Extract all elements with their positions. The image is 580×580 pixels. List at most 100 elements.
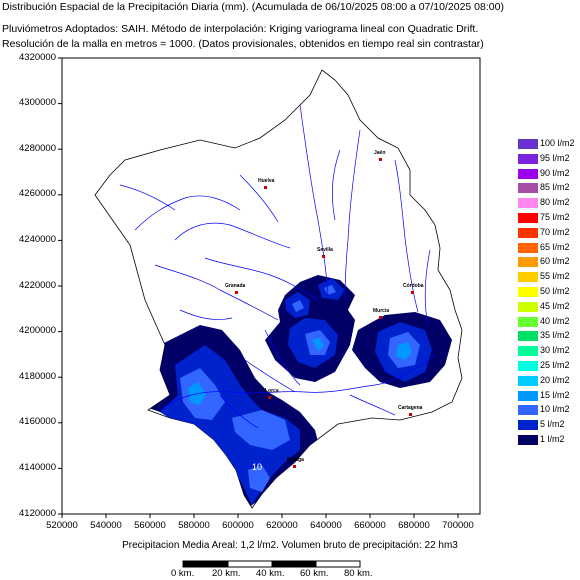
grid-resolution-note: Resolución de la malla en metros = 1000.… xyxy=(2,38,484,50)
legend-swatch xyxy=(518,168,538,179)
legend-label: 30 l/m2 xyxy=(540,345,570,356)
scale-label: 0 km. xyxy=(171,568,195,579)
legend-label: 5 l/m2 xyxy=(540,419,565,430)
axis-ticks xyxy=(58,57,459,518)
legend-label: 55 l/m2 xyxy=(540,271,570,282)
x-tick-label: 680000 xyxy=(398,520,430,531)
map-title: Distribución Espacial de la Precipitació… xyxy=(2,1,504,13)
y-tick-label: 4120000 xyxy=(19,508,56,519)
scale-label: 40 km. xyxy=(256,568,285,579)
legend-swatch xyxy=(518,361,538,371)
city-label: Cartagena xyxy=(398,405,423,411)
legend-swatch xyxy=(518,257,538,268)
legend-label: 70 l/m2 xyxy=(540,226,570,237)
legend-label: 85 l/m2 xyxy=(540,182,570,193)
y-tick-label: 4320000 xyxy=(19,52,56,63)
legend-entry: 80 l/m2 xyxy=(518,197,580,209)
legend-entry: 15 l/m2 xyxy=(518,390,580,402)
legend-entry: 35 l/m2 xyxy=(518,330,580,342)
legend-entry: 65 l/m2 xyxy=(518,242,580,254)
scale-bar xyxy=(182,560,361,568)
city-label: Córdoba xyxy=(403,283,424,289)
legend-swatch xyxy=(518,331,538,342)
legend-label: 95 l/m2 xyxy=(540,152,570,163)
legend-swatch xyxy=(518,435,538,445)
legend-swatch xyxy=(518,316,538,327)
legend-label: 20 l/m2 xyxy=(540,374,570,385)
x-tick-label: 580000 xyxy=(178,520,210,531)
y-tick-label: 4220000 xyxy=(19,280,56,291)
legend-swatch xyxy=(518,405,538,416)
city-label: Huelva xyxy=(258,178,275,184)
x-tick-label: 660000 xyxy=(354,520,386,531)
legend-entry: 45 l/m2 xyxy=(518,301,580,313)
city-label: Granada xyxy=(225,283,246,289)
legend-swatch xyxy=(518,153,538,164)
legend-label: 25 l/m2 xyxy=(540,360,570,370)
city-markers xyxy=(235,158,414,468)
legend-entry: 100 l/m2 xyxy=(518,138,580,150)
city-label: Málaga xyxy=(287,457,304,463)
legend-label: 35 l/m2 xyxy=(540,330,570,341)
x-tick-label: 620000 xyxy=(266,520,298,531)
contour-label: 10 xyxy=(252,462,263,472)
legend-label: 1 l/m2 xyxy=(540,434,565,444)
x-tick-label: 540000 xyxy=(90,520,122,531)
legend-entry: 20 l/m2 xyxy=(518,375,580,387)
legend-label: 100 l/m2 xyxy=(540,138,575,148)
legend-swatch xyxy=(518,420,538,431)
legend-swatch xyxy=(518,287,538,297)
legend-entry: 60 l/m2 xyxy=(518,256,580,268)
legend-swatch xyxy=(518,346,538,357)
legend-entry: 25 l/m2 xyxy=(518,360,580,372)
y-tick-label: 4140000 xyxy=(19,462,56,473)
x-tick-label: 640000 xyxy=(310,520,342,531)
legend-label: 90 l/m2 xyxy=(540,167,570,178)
legend-entry: 95 l/m2 xyxy=(518,153,580,165)
y-tick-label: 4240000 xyxy=(19,234,56,245)
legend-swatch xyxy=(518,272,538,283)
legend-swatch xyxy=(518,242,538,253)
legend-swatch xyxy=(518,227,538,238)
legend-label: 75 l/m2 xyxy=(540,212,570,222)
x-tick-label: 520000 xyxy=(46,520,78,531)
x-tick-label: 600000 xyxy=(222,520,254,531)
legend-swatch xyxy=(518,301,538,312)
interpolation-method: Pluviómetros Adoptados: SAIH. Método de … xyxy=(2,23,479,35)
city-label: Lorca xyxy=(265,388,279,394)
legend-entry: 70 l/m2 xyxy=(518,227,580,239)
scale-label: 20 km. xyxy=(212,568,241,579)
legend-label: 10 l/m2 xyxy=(540,404,570,415)
legend-label: 15 l/m2 xyxy=(540,389,570,400)
legend-entry: 55 l/m2 xyxy=(518,271,580,283)
legend-label: 80 l/m2 xyxy=(540,197,570,208)
legend-entry: 50 l/m2 xyxy=(518,286,580,298)
legend-entry: 5 l/m2 xyxy=(518,419,580,431)
legend-swatch xyxy=(518,139,538,149)
legend-label: 50 l/m2 xyxy=(540,286,570,296)
legend-label: 40 l/m2 xyxy=(540,315,570,326)
legend-swatch xyxy=(518,390,538,401)
legend-swatch xyxy=(518,213,538,223)
x-tick-label: 560000 xyxy=(134,520,166,531)
y-tick-label: 4160000 xyxy=(19,416,56,427)
y-tick-label: 4280000 xyxy=(19,143,56,154)
legend-entry: 40 l/m2 xyxy=(518,316,580,328)
legend-entry: 85 l/m2 xyxy=(518,182,580,194)
y-tick-label: 4300000 xyxy=(19,97,56,108)
legend-label: 45 l/m2 xyxy=(540,300,570,311)
legend-entry: 75 l/m2 xyxy=(518,212,580,224)
city-label: Murcia xyxy=(373,308,390,314)
scale-label: 60 km. xyxy=(300,568,329,579)
legend-label: 60 l/m2 xyxy=(540,256,570,267)
legend-entry: 90 l/m2 xyxy=(518,168,580,180)
legend-entry: 10 l/m2 xyxy=(518,404,580,416)
legend-swatch xyxy=(518,375,538,386)
city-label: Jaén xyxy=(374,150,386,156)
scale-label: 80 km. xyxy=(344,568,373,579)
legend-label: 65 l/m2 xyxy=(540,241,570,252)
y-tick-label: 4180000 xyxy=(19,371,56,382)
y-tick-label: 4260000 xyxy=(19,188,56,199)
city-label: Sevilla xyxy=(317,247,333,253)
